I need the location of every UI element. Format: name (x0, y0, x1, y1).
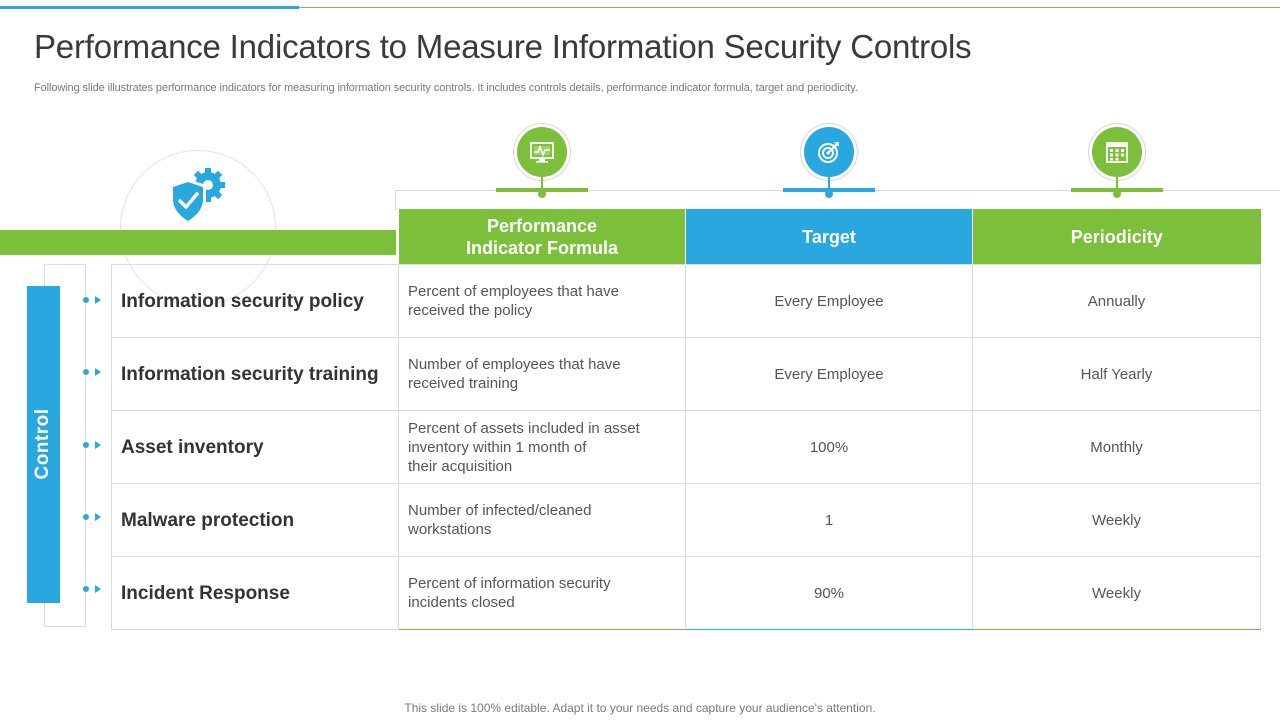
header-blank-cell (112, 209, 399, 265)
control-name: Incident Response (111, 556, 399, 630)
control-name: Information security training (111, 337, 399, 411)
control-name: Asset inventory (111, 410, 399, 484)
page-title: Performance Indicators to Measure Inform… (34, 28, 972, 65)
formula-line: Percent of information security (408, 575, 611, 592)
table-row: Information security training Number of … (111, 337, 1261, 411)
formula-cell: Percent of information security incidents… (398, 556, 686, 630)
formula-line: received the policy (408, 302, 533, 319)
left-green-band (0, 230, 396, 255)
target-cell: 100% (685, 410, 973, 484)
formula-line: Percent of employees that have (408, 283, 619, 300)
control-name: Information security policy (111, 264, 399, 338)
row-bullet-icon (83, 439, 105, 451)
shield-gear-icon (164, 165, 230, 227)
formula-line: incidents closed (408, 594, 515, 611)
row-bullet-icon (83, 294, 105, 306)
row-bullet-icon (83, 511, 105, 523)
footer-note: This slide is 100% editable. Adapt it to… (404, 701, 876, 715)
control-label: Control (32, 408, 53, 480)
calendar-icon (1092, 127, 1142, 177)
row-bullet-icon (83, 583, 105, 595)
control-name: Malware protection (111, 483, 399, 557)
periodicity-cell: Half Yearly (972, 337, 1261, 411)
formula-cell: Number of infected/cleaned workstations (398, 483, 686, 557)
target-column-marker (783, 127, 875, 207)
indicators-table: Performance Indicator Formula Target Peri… (111, 209, 1261, 630)
formula-line: Number of employees that have (408, 356, 621, 373)
periodicity-cell: Weekly (972, 556, 1261, 630)
table-row: Incident Response Percent of information… (111, 556, 1261, 630)
formula-line: received training (408, 375, 519, 392)
formula-cell: Number of employees that have received tr… (398, 337, 686, 411)
monitor-dashboard-icon (517, 127, 567, 177)
formula-line: workstations (408, 521, 492, 538)
top-accent-line-green (299, 7, 1280, 8)
top-accent-bar-blue (0, 6, 299, 9)
formula-line: Number of infected/cleaned (408, 502, 592, 519)
formula-line: their acquisition (408, 457, 513, 475)
target-cell: Every Employee (685, 337, 973, 411)
periodicity-cell: Annually (972, 264, 1261, 338)
target-cell: 90% (685, 556, 973, 630)
periodicity-column-marker (1071, 127, 1163, 207)
periodicity-cell: Monthly (972, 410, 1261, 484)
table-header-row: Performance Indicator Formula Target Peri… (112, 209, 1261, 265)
formula-line: inventory within 1 month of (408, 438, 587, 456)
header-target: Target (685, 209, 973, 265)
table-row: Information security policy Percent of e… (111, 264, 1261, 338)
page-subtitle: Following slide illustrates performance … (34, 82, 858, 94)
target-cell: Every Employee (685, 264, 973, 338)
header-formula-line1: Performance (486, 215, 598, 236)
control-band (27, 286, 60, 603)
target-cell: 1 (685, 483, 973, 557)
table-row: Malware protection Number of infected/cl… (111, 483, 1261, 557)
row-bullet-icon (83, 366, 105, 378)
header-formula-line2: Indicator Formula (465, 237, 618, 258)
table-row: Asset inventory Percent of assets includ… (111, 410, 1261, 484)
formula-cell: Percent of employees that have received t… (398, 264, 686, 338)
formula-cell: Percent of assets included in asset inven… (398, 410, 686, 484)
periodicity-cell: Weekly (972, 483, 1261, 557)
header-periodicity: Periodicity (972, 209, 1261, 265)
formula-column-marker (496, 127, 588, 207)
target-icon (804, 127, 854, 177)
formula-line: Percent of assets included in asset (408, 419, 640, 437)
header-formula: Performance Indicator Formula (398, 209, 686, 265)
